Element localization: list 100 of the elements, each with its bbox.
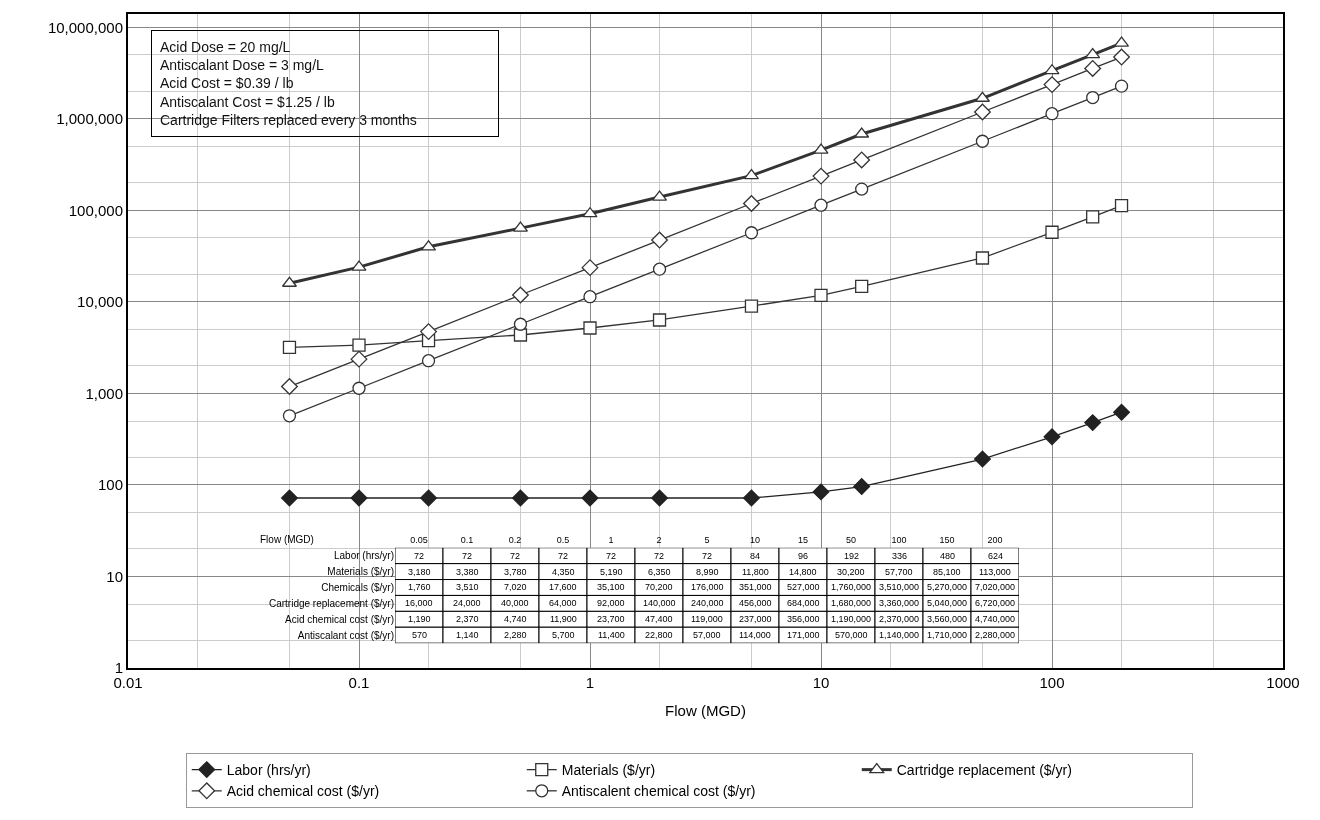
- data-label: 3,180: [408, 567, 431, 577]
- data-label: 356,000: [787, 614, 820, 624]
- x-tick-label: 150: [939, 534, 955, 545]
- data-label: 1,760: [408, 582, 431, 592]
- data-label: 171,000: [787, 630, 820, 640]
- data-label: 3,560,000: [927, 614, 968, 624]
- data-label: 24,000: [453, 598, 481, 608]
- data-label: 40,000: [501, 598, 529, 608]
- legend-label: Acid chemical cost ($/yr): [226, 783, 380, 800]
- y-tick-label: 100: [97, 476, 123, 494]
- data-label: 5,190: [600, 567, 623, 577]
- x-tick-label: 50: [845, 534, 857, 545]
- annotation: Acid Cost = $0.39 / lb: [160, 75, 294, 92]
- data-label: 72: [606, 551, 617, 561]
- data-label: 30,200: [837, 567, 865, 577]
- x-axis-title: Flow (MGD): [665, 701, 746, 719]
- data-label: 3,780: [504, 567, 527, 577]
- data-label: 1,710,000: [927, 630, 968, 640]
- x-axis-title: Flow (MGD): [260, 534, 314, 545]
- data-label: 57,700: [885, 567, 913, 577]
- data-label: 624: [988, 551, 1004, 561]
- data-label: 96: [798, 551, 809, 561]
- data-label: 3,510,000: [879, 582, 920, 592]
- data-label: 23,700: [597, 614, 625, 624]
- data-label: 6,350: [648, 567, 671, 577]
- y-tick-label: Chemicals ($/yr): [321, 582, 394, 593]
- data-label: 6,720,000: [975, 598, 1016, 608]
- y-tick-label: Materials ($/yr): [327, 566, 394, 578]
- data-label: 5,270,000: [927, 582, 968, 592]
- x-tick-label: 0.5: [556, 534, 570, 545]
- annotation: Antiscalant Dose = 3 mg/L: [160, 57, 325, 74]
- x-tick-label: 200: [987, 534, 1003, 545]
- data-label: 570: [412, 630, 428, 640]
- data-label: 47,400: [645, 614, 673, 624]
- data-label: 4,740: [504, 614, 527, 624]
- x-tick-label: 5: [704, 534, 710, 545]
- x-tick-label: 0.05: [410, 534, 428, 545]
- data-label: 4,350: [552, 567, 575, 577]
- data-label: 119,000: [691, 614, 723, 624]
- data-label: 2,370: [456, 614, 479, 624]
- data-label: 237,000: [739, 614, 772, 624]
- data-label: 336: [892, 551, 908, 561]
- data-label: 1,140,000: [879, 630, 920, 640]
- y-tick-label: 10: [106, 567, 123, 585]
- data-label: 7,020: [504, 582, 527, 592]
- data-label: 72: [702, 551, 713, 561]
- data-label: 11,800: [742, 567, 769, 577]
- data-label: 140,000: [643, 598, 676, 608]
- data-label: 351,000: [739, 582, 772, 592]
- data-label: 35,100: [597, 582, 625, 592]
- data-label: 3,360,000: [879, 598, 920, 608]
- y-tick-label: 100,000: [68, 201, 123, 219]
- y-tick-label: 1,000,000: [56, 110, 123, 128]
- data-label: 92,000: [597, 598, 625, 608]
- data-label: 64,000: [549, 598, 577, 608]
- data-label: 192: [844, 551, 860, 561]
- data-label: 11,900: [550, 614, 577, 624]
- data-label: 5,700: [552, 630, 575, 640]
- data-label: 684,000: [787, 598, 820, 608]
- y-tick-label: 1,000: [85, 384, 123, 402]
- data-label: 14,800: [789, 567, 817, 577]
- data-label: 1,190,000: [831, 614, 872, 624]
- y-tick-label: 10,000,000: [47, 18, 123, 36]
- data-label: 5,040,000: [927, 598, 968, 608]
- data-label: 570,000: [835, 630, 868, 640]
- data-label: 85,100: [933, 567, 961, 577]
- x-tick-label: 1: [608, 534, 614, 545]
- data-label: 22,800: [645, 630, 673, 640]
- data-label: 3,510: [456, 582, 479, 592]
- y-tick-label: Cartridge replacement ($/yr): [268, 597, 394, 609]
- data-label: 113,000: [979, 567, 1011, 577]
- legend-label: Cartridge replacement ($/yr): [896, 762, 1072, 779]
- y-tick-label: Acid chemical cost ($/yr): [285, 613, 394, 625]
- legend-label: Labor (hrs/yr): [226, 762, 311, 779]
- x-tick-label: 0.1: [348, 674, 370, 691]
- data-label: 72: [414, 551, 425, 561]
- legend-label: Antiscalent chemical cost ($/yr): [561, 783, 756, 800]
- y-tick-label: Antiscalant cost ($/yr): [297, 629, 394, 641]
- data-label: 3,380: [456, 567, 479, 577]
- data-label: 4,740,000: [975, 614, 1016, 624]
- data-label: 456,000: [739, 598, 772, 608]
- data-label: 17,600: [549, 582, 577, 592]
- data-label: 72: [462, 551, 473, 561]
- data-label: 114,000: [739, 630, 771, 640]
- x-tick-label: 10: [812, 674, 830, 691]
- y-tick-label: 10,000: [77, 293, 123, 311]
- annotation: Acid Dose = 20 mg/L: [160, 39, 291, 55]
- x-tick-label: 0.2: [508, 534, 522, 545]
- data-label: 72: [510, 551, 521, 561]
- x-tick-label: 0.01: [113, 674, 143, 691]
- data-label: 70,200: [645, 582, 673, 592]
- data-label: 1,680,000: [831, 598, 872, 608]
- data-label: 1,760,000: [831, 582, 872, 592]
- data-label: 1,190: [408, 614, 431, 624]
- x-tick-label: 1000: [1266, 674, 1300, 691]
- data-label: 57,000: [693, 630, 721, 640]
- data-label: 8,990: [696, 567, 719, 577]
- data-label: 527,000: [787, 582, 820, 592]
- data-label: 72: [558, 551, 569, 561]
- data-label: 2,370,000: [879, 614, 920, 624]
